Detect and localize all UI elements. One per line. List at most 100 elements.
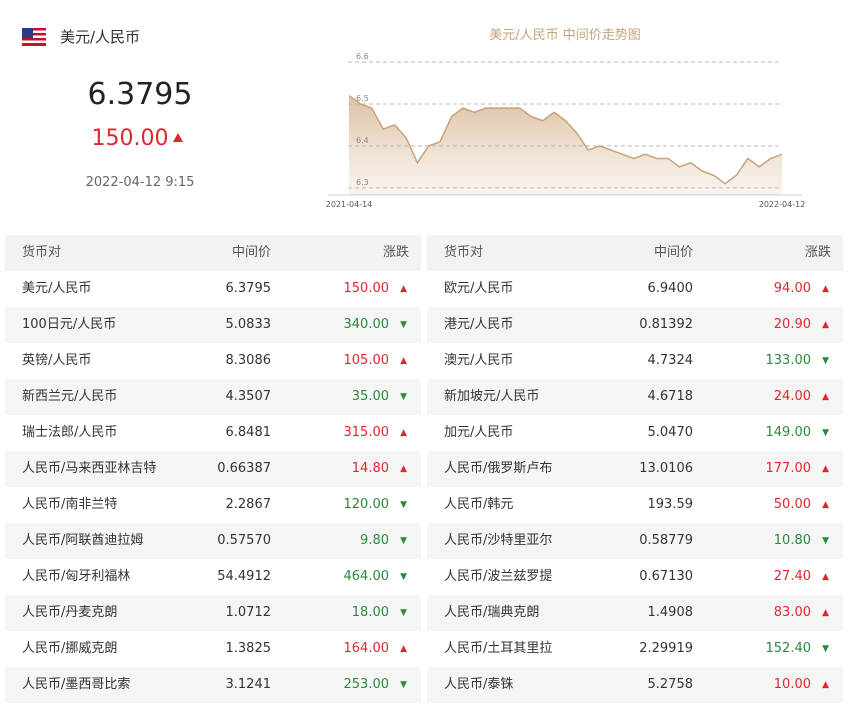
- pair-cell: 港元/人民币: [444, 317, 514, 332]
- change-cell: 10.00: [773, 677, 811, 692]
- pair-cell: 新西兰元/人民币: [22, 389, 118, 404]
- change-arrow: ▲: [400, 284, 407, 294]
- mid-cell: 0.81392: [639, 317, 693, 332]
- line: [348, 94, 783, 185]
- change-cell: 24.00: [773, 389, 811, 404]
- change-arrow: ▲: [400, 464, 407, 474]
- mid-cell: 54.4912: [217, 569, 271, 584]
- mid-cell: 4.6718: [647, 389, 694, 404]
- table-row: 人民币/匈牙利福林 54.4912 464.00 ▼: [5, 559, 421, 595]
- table-row: 人民币/土耳其里拉 2.29919 152.40 ▼: [427, 631, 843, 667]
- pair-cell: 100日元/人民币: [22, 317, 117, 332]
- change-arrow: ▲: [400, 356, 407, 366]
- change-arrow: ▼: [400, 572, 407, 582]
- change-arrow: ▲: [822, 608, 829, 618]
- pair-cell: 新加坡元/人民币: [444, 389, 540, 404]
- mid-cell: 6.9400: [647, 281, 694, 296]
- x-tick-label: 2022-04-12: [759, 200, 806, 209]
- pair-cell: 人民币/墨西哥比索: [22, 677, 131, 692]
- change-cell: 149.00: [765, 425, 812, 440]
- mid-cell: 0.57570: [217, 533, 271, 548]
- mid-cell: 5.0470: [647, 425, 694, 440]
- mid-cell: 13.0106: [639, 461, 693, 476]
- change-cell: 150.00: [343, 281, 390, 296]
- table-row: 加元/人民币 5.0470 149.00 ▼: [427, 415, 843, 451]
- header-cell: 中间价: [653, 245, 693, 260]
- header-cell: 货币对: [22, 245, 62, 260]
- table-row: 人民币/瑞典克朗 1.4908 83.00 ▲: [427, 595, 843, 631]
- header-cell: 中间价: [231, 245, 271, 260]
- pair-cell: 人民币/南非兰特: [22, 497, 118, 512]
- change-cell: 35.00: [351, 389, 389, 404]
- table-row: 人民币/墨西哥比索 3.1241 253.00 ▼: [5, 667, 421, 703]
- table-row: 人民币/泰铢 5.2758 10.00 ▲: [427, 667, 843, 703]
- mid-cell: 0.66387: [217, 461, 271, 476]
- change-arrow: ▼: [822, 644, 829, 654]
- mid-cell: 4.7324: [647, 353, 694, 368]
- mid-cell: 4.3507: [225, 389, 272, 404]
- change-cell: 18.00: [351, 605, 389, 620]
- header-cell: 涨跌: [804, 245, 831, 260]
- mid-cell: 3.1241: [225, 677, 272, 692]
- header-row: 货币对 中间价 涨跌: [5, 235, 421, 271]
- mid-cell: 5.0833: [225, 317, 272, 332]
- table-row: 英镑/人民币 8.3086 105.00 ▲: [5, 343, 421, 379]
- table-row: 美元/人民币 6.3795 150.00 ▲: [5, 271, 421, 307]
- pair-cell: 瑞士法郎/人民币: [22, 425, 118, 440]
- pair-cell: 人民币/阿联酋迪拉姆: [22, 533, 144, 548]
- mid-cell: 8.3086: [225, 353, 272, 368]
- pair-cell: 人民币/泰铢: [444, 677, 514, 692]
- change-arrow: ▲: [822, 500, 829, 510]
- mid-cell: 0.67130: [639, 569, 693, 584]
- table-left: 货币对 中间价 涨跌美元/人民币 6.3795 150.00 ▲ 100日元/人民币 5.08…: [5, 235, 421, 703]
- change-cell: 164.00: [343, 641, 390, 656]
- pair-cell: 人民币/匈牙利福林: [22, 569, 131, 584]
- pair-cell: 人民币/瑞典克朗: [444, 605, 540, 620]
- mid-cell: 6.8481: [225, 425, 272, 440]
- pair: 美元/人民币: [60, 28, 140, 46]
- change-arrow: ▼: [822, 536, 829, 546]
- header-cell: 涨跌: [382, 245, 409, 260]
- change-arrow: ▼: [400, 392, 407, 402]
- change-arrow: ▼: [400, 608, 407, 618]
- table-row: 人民币/沙特里亚尔 0.58779 10.80 ▼: [427, 523, 843, 559]
- mid-cell: 1.3825: [225, 641, 272, 656]
- change-cell: 133.00: [765, 353, 812, 368]
- pair-cell: 美元/人民币: [22, 281, 92, 296]
- pair-cell: 欧元/人民币: [444, 281, 514, 296]
- chart-title: 美元/人民币 中间价走势图: [489, 27, 641, 43]
- table-row: 人民币/波兰兹罗提 0.67130 27.40 ▲: [427, 559, 843, 595]
- change-cell: 94.00: [773, 281, 811, 296]
- change-arrow: [173, 133, 183, 142]
- pair-cell: 英镑/人民币: [22, 353, 92, 368]
- mid-cell: 193.59: [647, 497, 694, 512]
- table-row: 人民币/韩元 193.59 50.00 ▲: [427, 487, 843, 523]
- change-cell: 27.40: [773, 569, 811, 584]
- header-row: 货币对 中间价 涨跌: [427, 235, 843, 271]
- change-cell: 83.00: [773, 605, 811, 620]
- change-cell: 9.80: [360, 533, 389, 548]
- pair-cell: 人民币/土耳其里拉: [444, 641, 553, 656]
- table-row: 人民币/南非兰特 2.2867 120.00 ▼: [5, 487, 421, 523]
- pair-cell: 人民币/韩元: [444, 497, 514, 512]
- change-arrow: ▲: [822, 320, 829, 330]
- change-cell: 253.00: [343, 677, 390, 692]
- pair-cell: 澳元/人民币: [444, 353, 514, 368]
- header-cell: 货币对: [444, 245, 484, 260]
- change-arrow: ▲: [822, 392, 829, 402]
- table-row: 新加坡元/人民币 4.6718 24.00 ▲: [427, 379, 843, 415]
- y-tick-label: 6.4: [356, 136, 369, 145]
- change-arrow: ▲: [822, 680, 829, 690]
- table-row: 人民币/挪威克朗 1.3825 164.00 ▲: [5, 631, 421, 667]
- change-arrow: ▼: [400, 680, 407, 690]
- y-tick-label: 6.3: [356, 178, 369, 187]
- mid-cell: 5.2758: [647, 677, 694, 692]
- change-arrow: ▼: [400, 536, 407, 546]
- change-arrow: ▲: [822, 464, 829, 474]
- table-row: 100日元/人民币 5.0833 340.00 ▼: [5, 307, 421, 343]
- pair-cell: 人民币/俄罗斯卢布: [444, 461, 553, 476]
- table-row: 新西兰元/人民币 4.3507 35.00 ▼: [5, 379, 421, 415]
- area: [349, 95, 782, 195]
- mid-cell: 6.3795: [225, 281, 272, 296]
